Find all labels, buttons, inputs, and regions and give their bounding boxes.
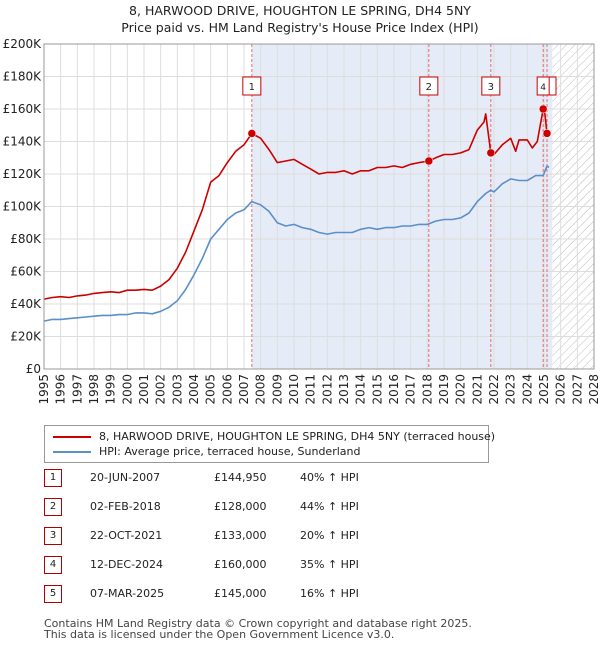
- x-tick-label: 2005: [204, 374, 218, 405]
- legend-label-price: 8, HARWOOD DRIVE, HOUGHTON LE SPRING, DH…: [99, 430, 496, 443]
- sale-hpi-change: 20% ↑ HPI: [300, 529, 359, 542]
- price-chart: 12354 £0£20K£40K£60K£80K£100K£120K£140K£…: [3, 37, 600, 405]
- x-tick-label: 1995: [37, 374, 51, 405]
- table-row: 3 22-OCT-2021 £133,000 20% ↑ HPI: [0, 526, 600, 546]
- x-tick-label: 2014: [354, 374, 368, 405]
- sale-point: [424, 156, 434, 166]
- x-tick-label: 2004: [187, 374, 201, 405]
- x-tick-label: 2025: [537, 374, 551, 405]
- y-tick-label: £80K: [10, 232, 42, 246]
- sale-number-badge: 3: [44, 527, 62, 545]
- x-tick-label: 1999: [104, 374, 118, 405]
- x-tick-label: 2018: [420, 374, 434, 405]
- x-tick-label: 2016: [387, 374, 401, 405]
- table-row: 4 12-DEC-2024 £160,000 35% ↑ HPI: [0, 555, 600, 575]
- legend-swatch-price: [53, 436, 91, 438]
- sale-price: £133,000: [214, 529, 267, 542]
- x-tick-label: 2007: [237, 374, 251, 405]
- sale-number-badge: 5: [44, 585, 62, 603]
- x-tick-label: 2010: [287, 374, 301, 405]
- x-tick-label: 2006: [220, 374, 234, 405]
- legend-item-price: 8, HARWOOD DRIVE, HOUGHTON LE SPRING, DH…: [53, 430, 495, 444]
- y-tick-label: £180K: [3, 70, 43, 84]
- title-line-1: 8, HARWOOD DRIVE, HOUGHTON LE SPRING, DH…: [129, 3, 471, 18]
- x-tick-label: 2027: [570, 374, 584, 405]
- x-tick-label: 2023: [504, 374, 518, 405]
- plot-frame: [43, 43, 595, 370]
- x-tick-label: 1998: [87, 374, 101, 405]
- x-tick-label: 2000: [120, 374, 134, 405]
- sale-point: [538, 104, 548, 114]
- y-tick-label: £20K: [10, 330, 42, 344]
- table-row: 5 07-MAR-2025 £145,000 16% ↑ HPI: [0, 584, 600, 604]
- sale-point: [247, 129, 257, 138]
- x-tick-label: 2022: [487, 374, 501, 405]
- table-row: 1 20-JUN-2007 £144,950 40% ↑ HPI: [0, 468, 600, 488]
- x-tick-label: 2028: [587, 374, 600, 405]
- sale-marker-box: [481, 76, 501, 96]
- sale-point: [542, 129, 552, 138]
- sale-number-badge: 4: [44, 556, 62, 574]
- sale-date: 12-DEC-2024: [90, 558, 164, 571]
- sale-date: 02-FEB-2018: [90, 500, 161, 513]
- legend: 8, HARWOOD DRIVE, HOUGHTON LE SPRING, DH…: [44, 425, 495, 463]
- x-tick-label: 2011: [304, 374, 318, 405]
- chart-title: 8, HARWOOD DRIVE, HOUGHTON LE SPRING, DH…: [0, 2, 600, 36]
- y-tick-label: £0: [26, 362, 41, 376]
- y-tick-label: £40K: [10, 297, 42, 311]
- y-tick-label: £60K: [10, 265, 42, 279]
- sale-date: 07-MAR-2025: [90, 587, 165, 600]
- x-tick-label: 1996: [54, 374, 68, 405]
- sale-hpi-change: 44% ↑ HPI: [300, 500, 359, 513]
- sale-marker-box: [419, 76, 439, 96]
- x-tick-label: 2019: [437, 374, 451, 405]
- sale-marker-label: 4: [540, 83, 546, 93]
- footer-copyright: Contains HM Land Registry data © Crown c…: [44, 617, 472, 630]
- x-tick-label: 2012: [320, 374, 334, 405]
- sale-hpi-change: 16% ↑ HPI: [300, 587, 359, 600]
- x-tick-label: 2021: [470, 374, 484, 405]
- sale-marker-box: [242, 76, 262, 96]
- x-tick-label: 2015: [370, 374, 384, 405]
- x-tick-label: 2024: [520, 374, 534, 405]
- sale-date: 20-JUN-2007: [90, 471, 161, 484]
- footer: Contains HM Land Registry data © Crown c…: [44, 618, 472, 640]
- sale-point: [486, 148, 496, 158]
- table-row: 2 02-FEB-2018 £128,000 44% ↑ HPI: [0, 497, 600, 517]
- sale-date: 22-OCT-2021: [90, 529, 163, 542]
- x-tick-label: 2020: [454, 374, 468, 405]
- y-tick-label: £100K: [3, 200, 43, 214]
- sale-hpi-change: 40% ↑ HPI: [300, 471, 359, 484]
- legend-item-hpi: HPI: Average price, terraced house, Sund…: [53, 445, 360, 459]
- hpi-line: [43, 165, 550, 322]
- footer-licence: This data is licensed under the Open Gov…: [44, 628, 395, 641]
- x-tick-label: 2001: [137, 374, 151, 405]
- x-tick-label: 2009: [270, 374, 284, 405]
- sale-marker-box: [536, 76, 550, 96]
- x-tick-label: 2017: [404, 374, 418, 405]
- legend-swatch-hpi: [53, 451, 91, 453]
- y-tick-label: £200K: [3, 37, 43, 51]
- sale-marker-label: 1: [249, 82, 255, 93]
- sale-marker-label: 2: [426, 82, 432, 93]
- sale-price: £144,950: [214, 471, 267, 484]
- y-tick-label: £140K: [3, 135, 43, 149]
- sale-number-badge: 1: [44, 469, 62, 487]
- x-tick-label: 2008: [254, 374, 268, 405]
- x-tick-label: 1997: [70, 374, 84, 405]
- x-tick-label: 2026: [554, 374, 568, 405]
- y-tick-label: £160K: [3, 102, 43, 116]
- sale-price: £128,000: [214, 500, 267, 513]
- x-tick-label: 2003: [170, 374, 184, 405]
- sale-marker-label: 3: [488, 82, 494, 93]
- y-tick-label: £120K: [3, 167, 43, 181]
- title-line-2: Price paid vs. HM Land Registry's House …: [121, 20, 479, 35]
- sale-number-badge: 2: [44, 498, 62, 516]
- x-tick-label: 2002: [154, 374, 168, 405]
- sale-hpi-change: 35% ↑ HPI: [300, 558, 359, 571]
- sale-price: £145,000: [214, 587, 267, 600]
- sale-price: £160,000: [214, 558, 267, 571]
- legend-label-hpi: HPI: Average price, terraced house, Sund…: [99, 445, 361, 458]
- x-tick-label: 2013: [337, 374, 351, 405]
